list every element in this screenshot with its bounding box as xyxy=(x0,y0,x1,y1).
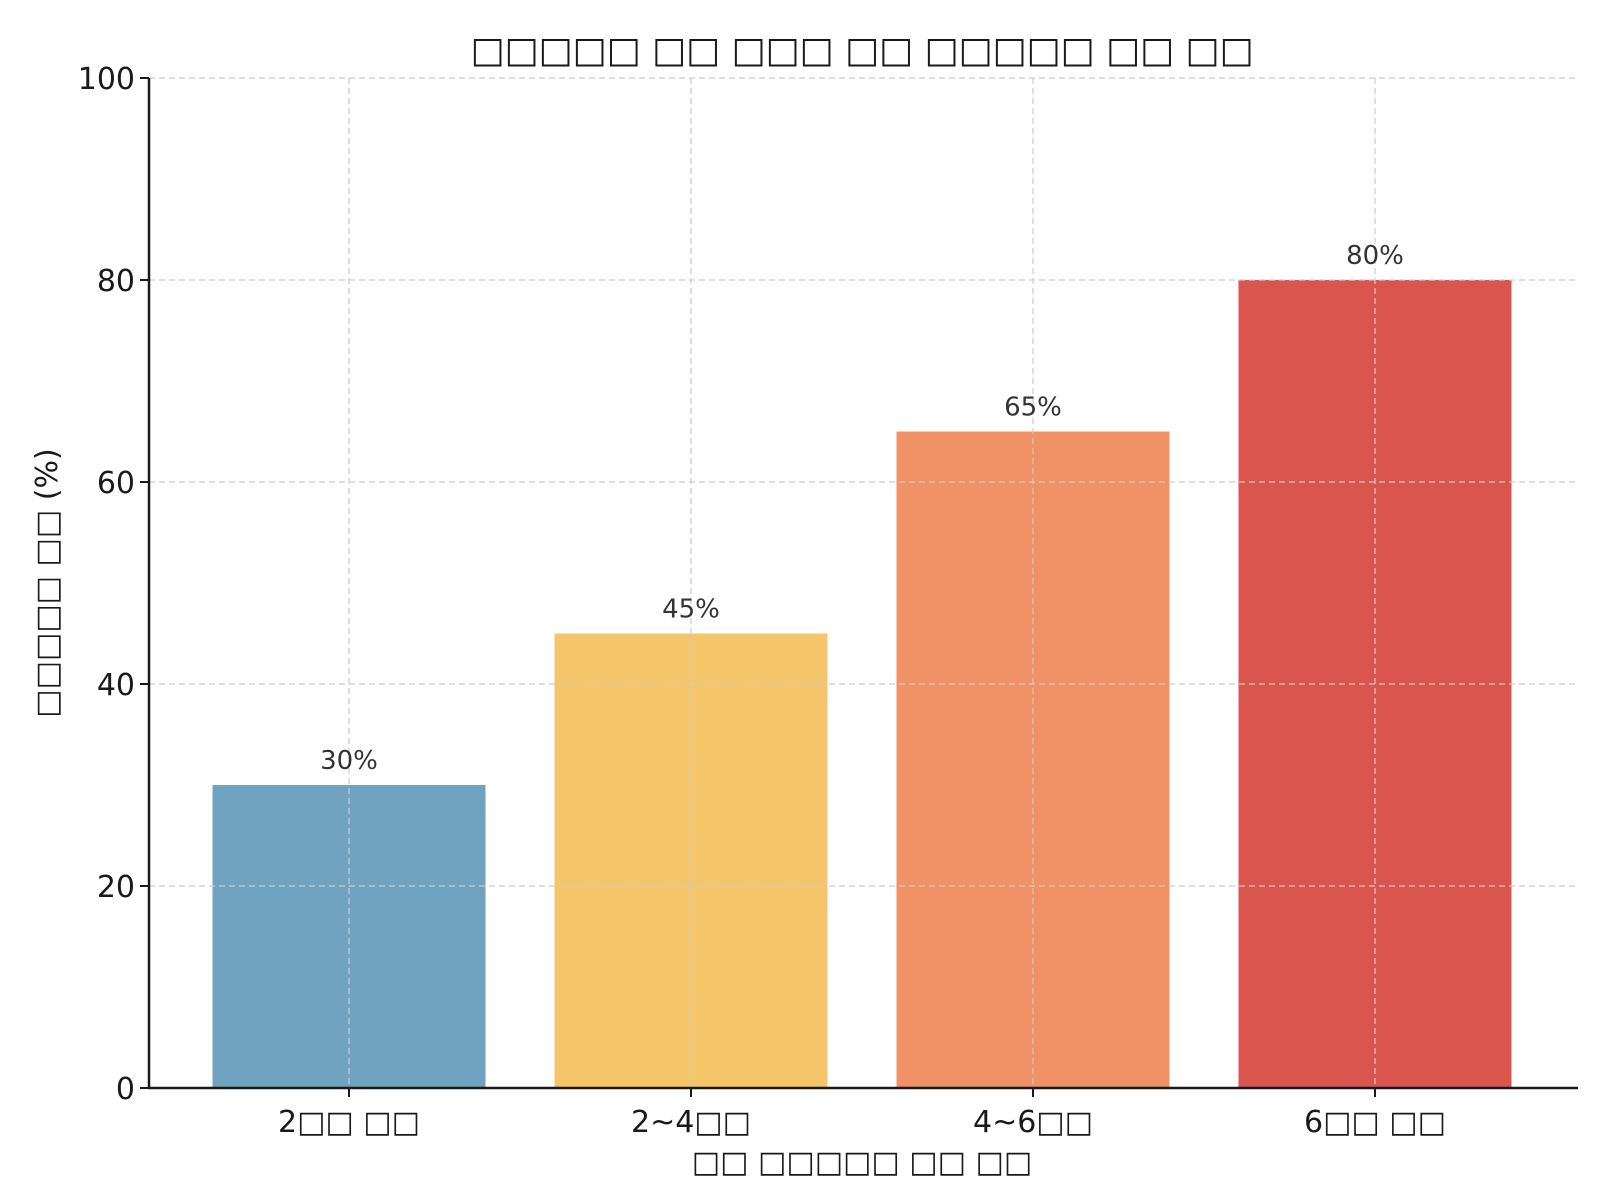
y-tick-label: 0 xyxy=(116,1072,135,1107)
grid-lines xyxy=(149,77,1578,1088)
y-ticks: 0 20 40 60 80 100 xyxy=(78,62,149,1107)
bar-value-label: 45% xyxy=(662,595,720,625)
y-tick-label: 60 xyxy=(97,466,135,501)
y-tick-label: 100 xyxy=(78,62,135,97)
x-tick-label: 4~6□□ xyxy=(973,1105,1093,1140)
y-tick-label: 20 xyxy=(97,870,135,905)
bar-value-label: 65% xyxy=(1004,393,1062,423)
value-labels: 30% 45% 65% 80% xyxy=(320,241,1404,776)
x-tick-label: 2~4□□ xyxy=(631,1105,751,1140)
y-axis-title: □□□□□ □□ (%) xyxy=(30,448,65,717)
y-tick-label: 80 xyxy=(97,264,135,299)
chart-title: □□□□□ □□ □□□ □□ □□□□□ □□ □□ xyxy=(471,30,1254,71)
x-tick-label: 2□□ □□ xyxy=(278,1105,420,1140)
bar xyxy=(212,785,486,1088)
bar-value-label: 30% xyxy=(320,746,378,776)
y-tick-label: 40 xyxy=(97,668,135,703)
x-axis-title: □□ □□□□□ □□ □□ xyxy=(692,1145,1032,1180)
bar-value-label: 80% xyxy=(1346,241,1404,271)
x-ticks: 2□□ □□ 2~4□□ 4~6□□ 6□□ □□ xyxy=(278,1088,1446,1140)
x-tick-label: 6□□ □□ xyxy=(1304,1105,1446,1140)
